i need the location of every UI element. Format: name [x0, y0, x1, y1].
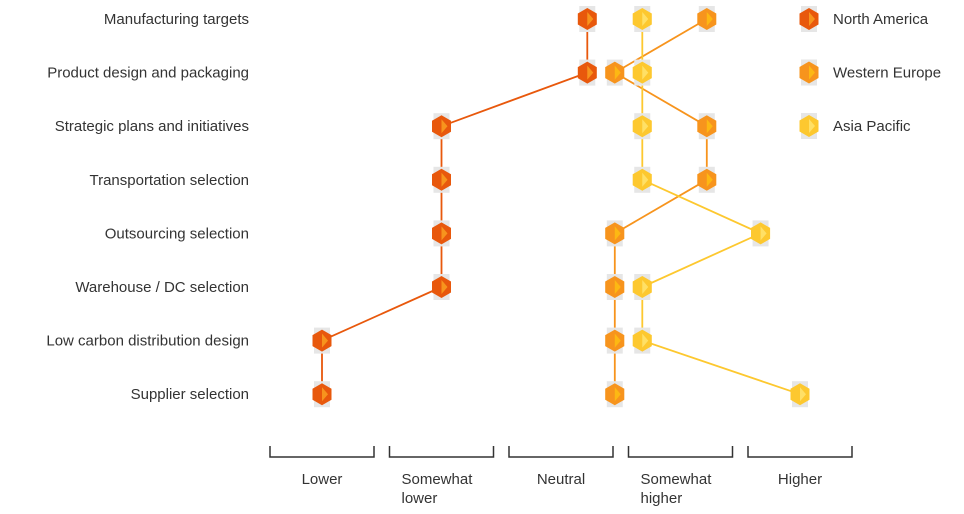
scale-bracket [627, 446, 734, 458]
data-point-0-6 [312, 327, 332, 354]
scale-bracket [747, 446, 853, 458]
data-point-2-5 [632, 274, 652, 300]
scale-label: Somewhat higher [641, 471, 713, 507]
data-point-2-2 [632, 113, 652, 140]
data-point-0-7 [312, 381, 332, 408]
legend-marker-2 [799, 113, 819, 139]
data-point-1-5 [605, 274, 625, 300]
data-point-1-1 [605, 59, 625, 86]
data-point-2-7 [790, 381, 810, 408]
legend-label: Asia Pacific [833, 118, 911, 135]
category-labels: Manufacturing targets Product design and … [46, 11, 249, 403]
data-point-0-3 [432, 166, 451, 193]
series-lines [321, 18, 801, 396]
data-point-1-4 [605, 220, 625, 247]
series-line-2 [641, 19, 801, 396]
data-point-2-6 [632, 327, 652, 354]
data-point-1-0 [697, 6, 717, 32]
scale-bands: Lower Somewhat lower Neutral Somewhat higher H… [269, 446, 853, 507]
category-label: Transportation selection [89, 172, 249, 189]
series-markers [312, 6, 810, 408]
data-point-2-1 [632, 59, 652, 86]
scale-label: Higher [778, 471, 822, 488]
legend-marker-1 [799, 59, 819, 86]
data-point-1-2 [697, 113, 717, 140]
series-line-1 [613, 18, 708, 395]
category-label: Strategic plans and initiatives [55, 118, 249, 135]
category-label: Supplier selection [131, 386, 249, 403]
scale-bracket [269, 446, 375, 458]
series-line-0 [321, 19, 589, 395]
scale-label: Neutral [537, 471, 585, 488]
category-label: Low carbon distribution design [46, 333, 249, 350]
scale-label: Somewhat lower [402, 471, 474, 507]
category-label: Warehouse / DC selection [75, 279, 249, 296]
scale-bracket [388, 446, 495, 458]
data-point-0-4 [432, 220, 451, 247]
category-label: Product design and packaging [47, 65, 249, 82]
data-point-2-3 [632, 166, 652, 193]
data-point-2-0 [632, 6, 652, 32]
data-point-0-5 [432, 274, 451, 300]
legend-label: Western Europe [833, 65, 941, 82]
legend-marker-0 [799, 6, 819, 32]
category-label: Outsourcing selection [105, 225, 249, 242]
data-point-0-2 [432, 113, 451, 140]
data-point-2-4 [751, 220, 771, 247]
category-label: Manufacturing targets [104, 11, 249, 28]
data-point-1-3 [697, 166, 717, 193]
legend: North America Western Europe Asia Pacific [799, 6, 941, 139]
data-point-0-1 [577, 59, 597, 86]
scale-label: Lower [302, 471, 343, 488]
legend-label: North America [833, 11, 929, 28]
scale-bracket [508, 446, 614, 458]
data-point-1-7 [605, 381, 625, 408]
data-point-1-6 [605, 327, 625, 354]
data-point-0-0 [577, 6, 597, 32]
